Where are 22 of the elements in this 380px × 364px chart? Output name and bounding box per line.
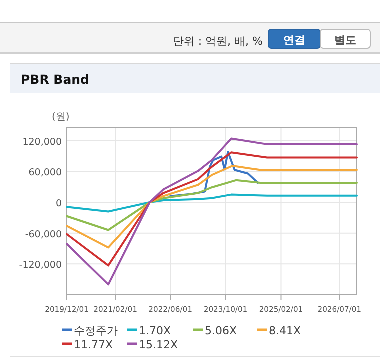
legend-label: 1.70X (139, 324, 172, 338)
text: 별도 (334, 34, 356, 47)
text: 연결 (284, 34, 306, 47)
line-series (66, 194, 358, 213)
line-series (170, 151, 260, 198)
legend-label: 15.12X (139, 338, 178, 352)
legend-label: 8.41X (269, 324, 302, 338)
text: 단위 : 억원, 배, % (172, 35, 263, 48)
y-tick-label: 60,000 (28, 168, 62, 179)
y-tick-label: -60,000 (25, 229, 62, 240)
y-tick-label: 0 (56, 198, 62, 210)
legend-label: 11.77X (74, 338, 114, 352)
line-series (66, 138, 358, 286)
y-tick-label: 120,000 (22, 136, 62, 148)
chart-title: PBR Band (21, 72, 90, 87)
legend-label: 5.06X (205, 324, 238, 338)
legend-label: 수정주가 (74, 324, 118, 338)
line-series (66, 152, 358, 267)
y-axis-title: (원) (52, 112, 70, 123)
y-tick-label: -120,000 (19, 260, 62, 272)
line-series (66, 179, 358, 232)
line-series (66, 165, 358, 249)
